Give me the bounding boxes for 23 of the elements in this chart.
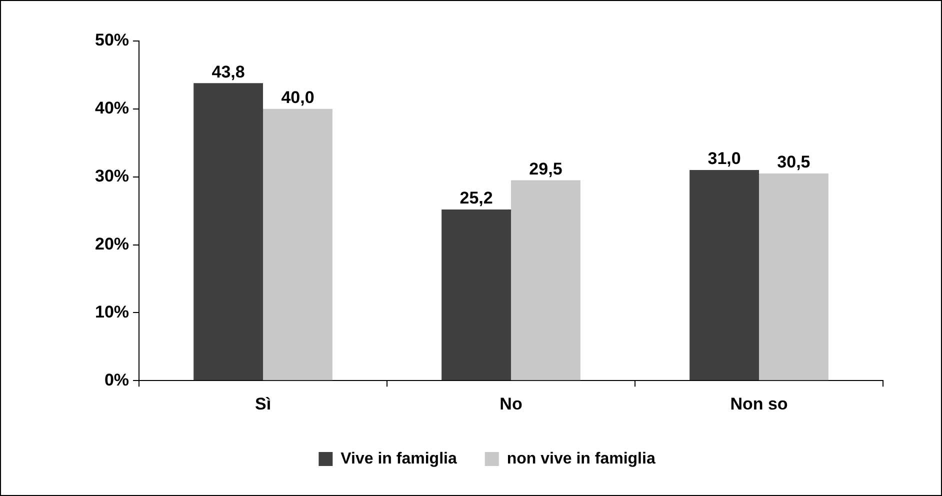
y-tick-label: 50% [94,30,130,50]
data-label: 25,2 [460,188,493,208]
legend-label: Vive in famiglia [340,450,457,468]
bar [442,209,512,380]
data-label: 40,0 [281,88,314,108]
x-tick-label: Non so [730,394,788,414]
y-tick-label: 0% [104,370,130,390]
y-tick-label: 20% [94,234,130,254]
y-tick-label: 30% [94,166,130,186]
bar [690,170,760,380]
x-tick-label: No [500,394,522,414]
bar [263,108,332,380]
data-label: 31,0 [708,149,741,168]
data-label: 29,5 [529,159,562,178]
bar [759,173,828,380]
y-tick-label: 40% [94,98,130,118]
x-tick-label: Sì [254,394,272,414]
bar [511,180,580,380]
data-label: 43,8 [212,62,245,82]
data-label: 30,5 [777,152,810,172]
bar [194,83,264,380]
y-tick-label: 10% [94,302,130,322]
legend-label: non vive in famiglia [506,450,656,468]
